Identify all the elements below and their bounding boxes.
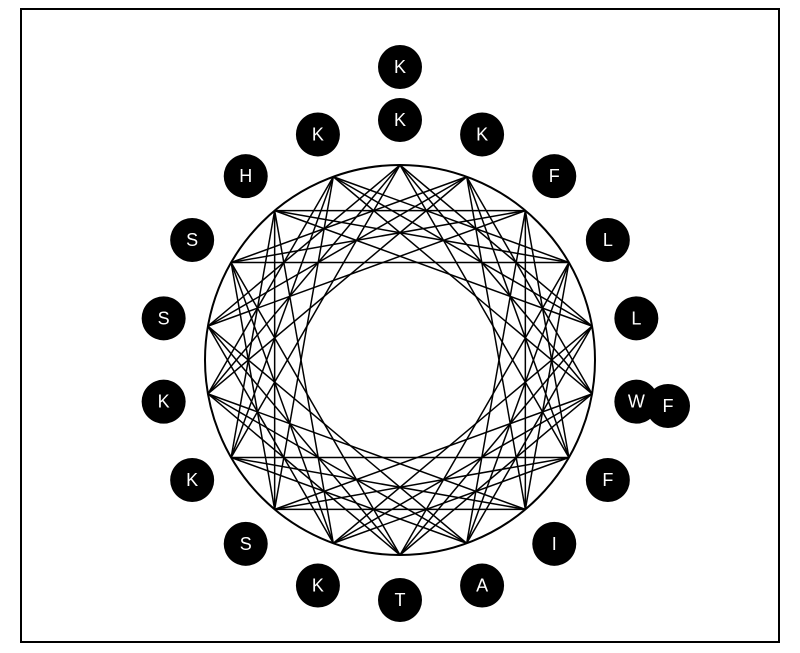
chord-lines: [208, 165, 592, 555]
node-label: F: [602, 470, 613, 490]
circular-diagram: KKFLLWFIATKSKKSSHKKF: [0, 0, 800, 653]
chord: [208, 177, 467, 326]
ring-node-3: L: [586, 218, 630, 262]
node-label: L: [603, 230, 613, 250]
ring-node-16: H: [224, 154, 268, 198]
main-circle: [205, 165, 595, 555]
ring-node-13: K: [142, 380, 186, 424]
node-label: K: [186, 470, 198, 490]
node-label: H: [239, 166, 252, 186]
ring-node-6: F: [586, 458, 630, 502]
ring-node-11: S: [224, 522, 268, 566]
chord: [333, 177, 592, 394]
node-label: A: [476, 576, 488, 596]
node-label: I: [552, 534, 557, 554]
chord: [333, 177, 592, 326]
node-label: S: [240, 534, 252, 554]
node-label: F: [549, 166, 560, 186]
extra-node-0: K: [378, 45, 422, 89]
ring-node-1: K: [460, 112, 504, 156]
node-label: T: [395, 590, 406, 610]
node-label: K: [158, 392, 170, 412]
ring-node-10: K: [296, 564, 340, 608]
ring-node-2: F: [532, 154, 576, 198]
node-label: F: [663, 396, 674, 416]
ring-node-15: S: [170, 218, 214, 262]
node-label: K: [394, 110, 406, 130]
node-label: K: [312, 124, 324, 144]
extra-node-1: F: [646, 384, 690, 428]
ring-node-12: K: [170, 458, 214, 502]
ring-node-14: S: [142, 296, 186, 340]
ring-node-4: L: [614, 296, 658, 340]
node-label: S: [186, 230, 198, 250]
ring-node-17: K: [296, 112, 340, 156]
chord: [208, 326, 467, 543]
node-label: K: [476, 124, 488, 144]
node-label: K: [394, 57, 406, 77]
node-label: S: [158, 308, 170, 328]
ring-node-9: T: [378, 578, 422, 622]
node-label: K: [312, 576, 324, 596]
chord: [333, 326, 592, 543]
node-label: W: [628, 392, 645, 412]
ring-node-7: I: [532, 522, 576, 566]
ring-node-0: K: [378, 98, 422, 142]
node-label: L: [631, 308, 641, 328]
chord: [208, 177, 467, 394]
ring-node-8: A: [460, 564, 504, 608]
